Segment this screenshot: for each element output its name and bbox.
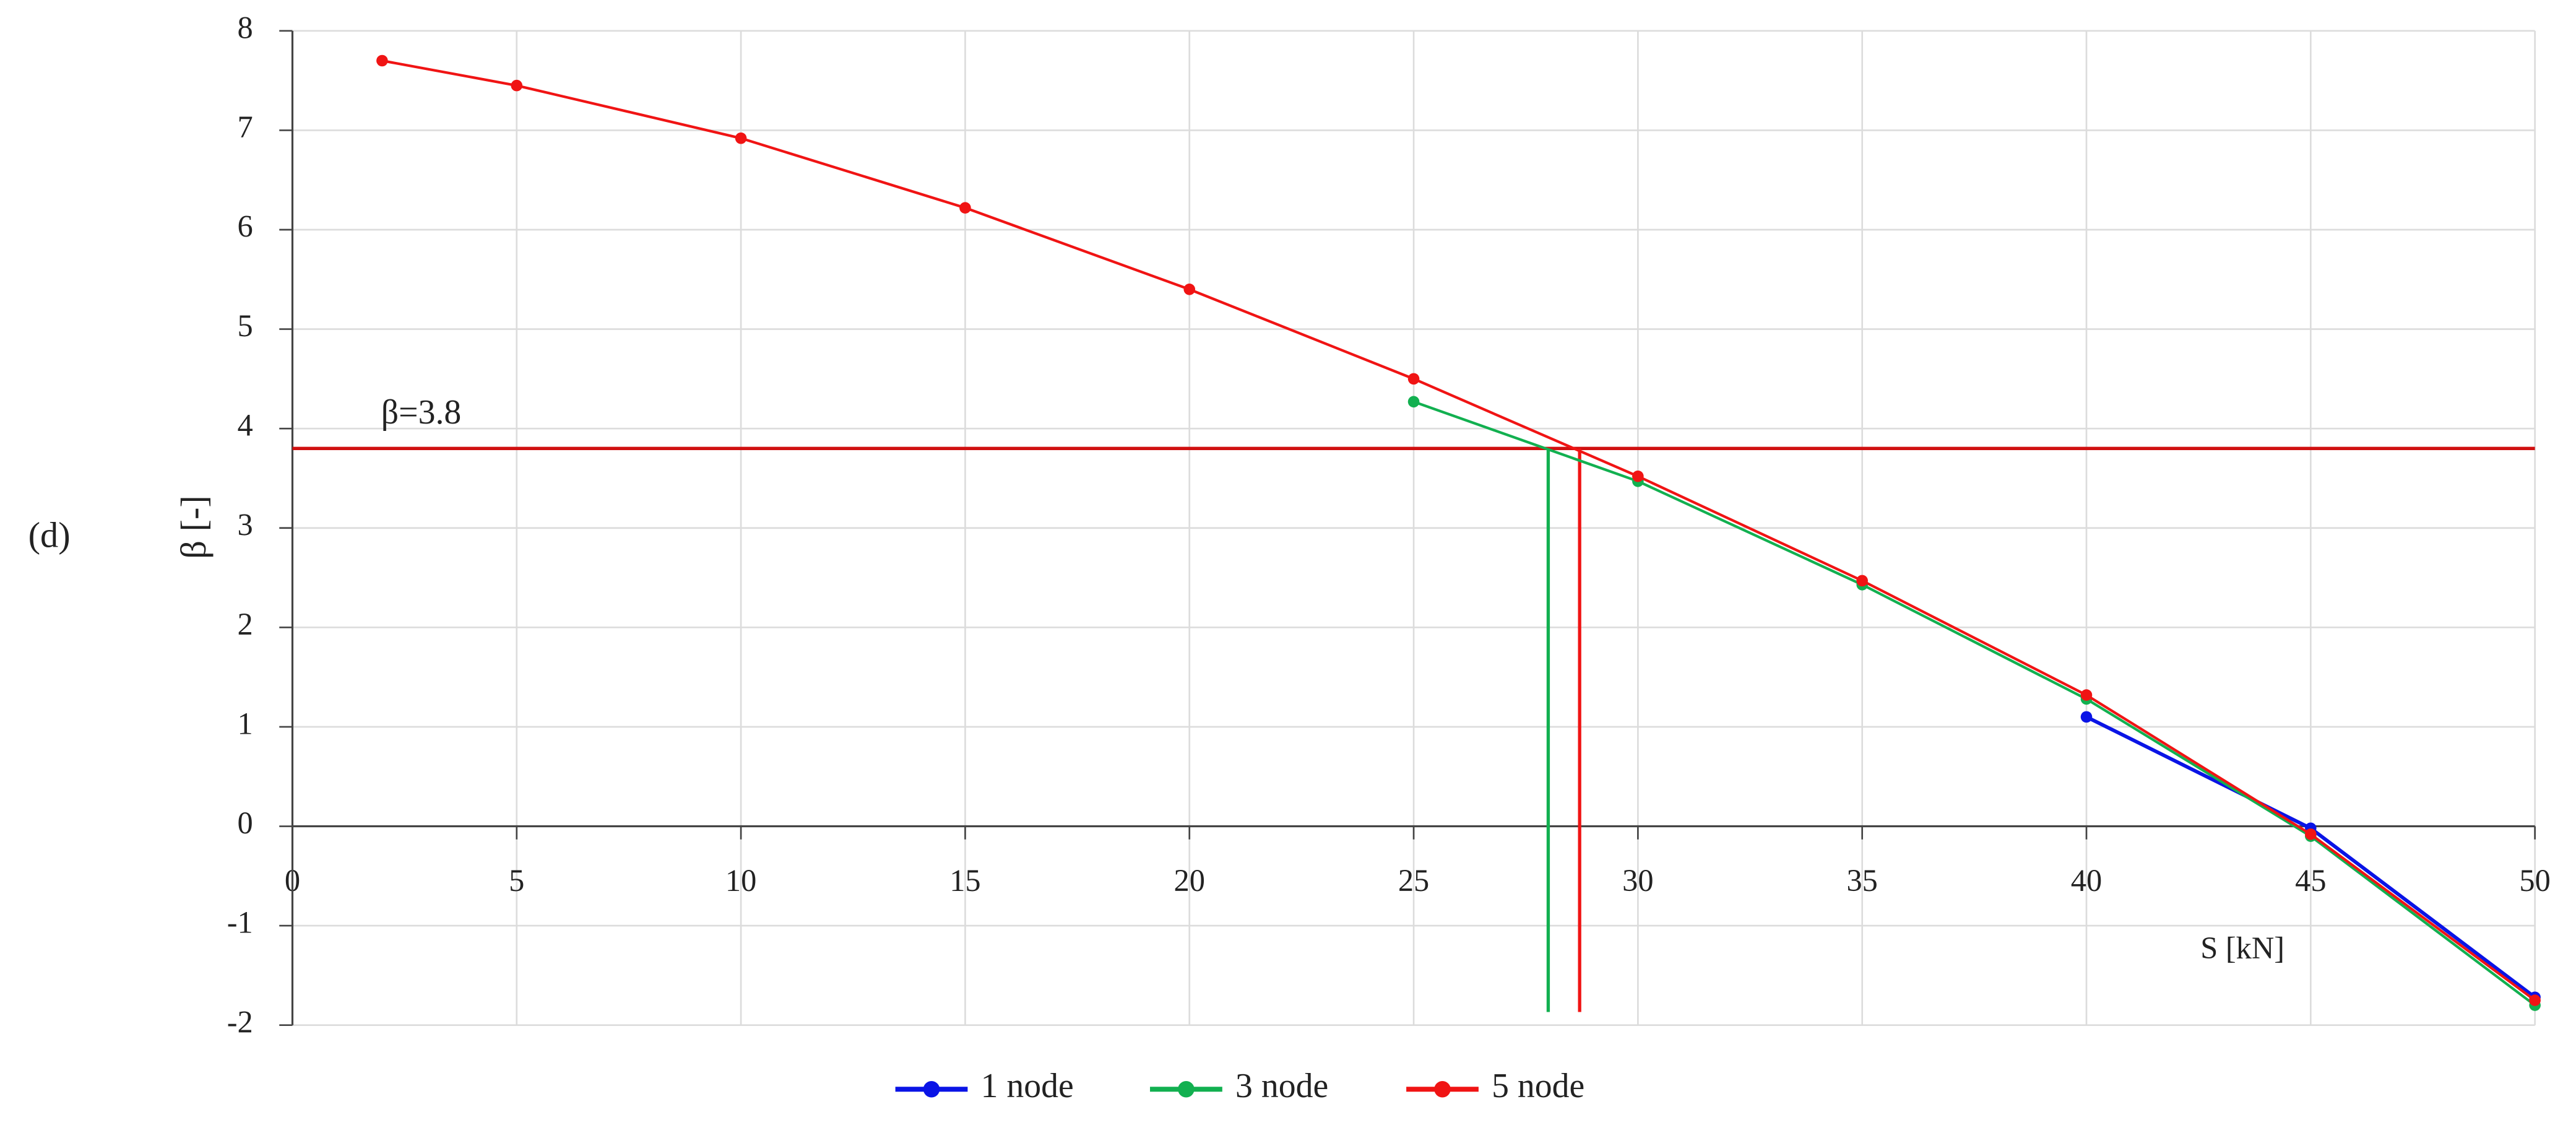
data-point (376, 54, 388, 67)
data-point (2529, 994, 2541, 1006)
y-tick-label: 5 (238, 308, 253, 343)
y-tick-label: 7 (238, 110, 253, 144)
data-point (959, 202, 971, 214)
x-tick-label: 30 (1622, 863, 1653, 898)
data-point (2080, 689, 2093, 701)
y-axis-label: β [-] (173, 495, 214, 559)
x-tick-label: 25 (1398, 863, 1429, 898)
x-tick-label: 5 (509, 863, 524, 898)
legend-marker (1434, 1080, 1451, 1098)
series-line (382, 59, 2536, 1002)
y-tick-label: 6 (238, 209, 253, 244)
y-tick-label: 4 (238, 408, 253, 443)
data-point (1856, 575, 1868, 587)
x-axis-label: S [kN] (2200, 931, 2284, 965)
legend-label: 1 node (981, 1067, 1074, 1105)
y-tick-label: 2 (238, 607, 253, 641)
x-tick-label: 45 (2295, 863, 2326, 898)
x-tick-label: 15 (949, 863, 980, 898)
y-tick-label: -2 (227, 1004, 253, 1039)
data-point (1407, 373, 1420, 385)
legend-label: 5 node (1492, 1067, 1584, 1105)
data-point (2305, 828, 2317, 840)
data-point (1183, 284, 1196, 295)
data-point (2080, 711, 2093, 723)
panel-label: (d) (28, 515, 71, 555)
x-tick-label: 40 (2071, 863, 2102, 898)
data-point (1407, 396, 1420, 408)
x-tick-label: 10 (725, 863, 756, 898)
x-tick-label: 20 (1174, 863, 1205, 898)
y-tick-label: 3 (238, 507, 253, 542)
y-tick-label: 1 (238, 706, 253, 741)
x-tick-label: 50 (2519, 863, 2550, 898)
y-tick-label: -1 (227, 905, 253, 940)
reference-label: β=3.8 (381, 393, 461, 432)
data-point (735, 132, 747, 144)
series-line (1413, 400, 2536, 1007)
legend-marker (1178, 1080, 1195, 1098)
data-point (1632, 470, 1644, 482)
legend-label: 3 node (1235, 1067, 1328, 1105)
y-tick-label: 0 (238, 806, 253, 840)
data-point (511, 79, 523, 92)
x-tick-label: 35 (1846, 863, 1877, 898)
legend-marker (923, 1080, 940, 1098)
y-tick-label: 8 (238, 10, 253, 45)
